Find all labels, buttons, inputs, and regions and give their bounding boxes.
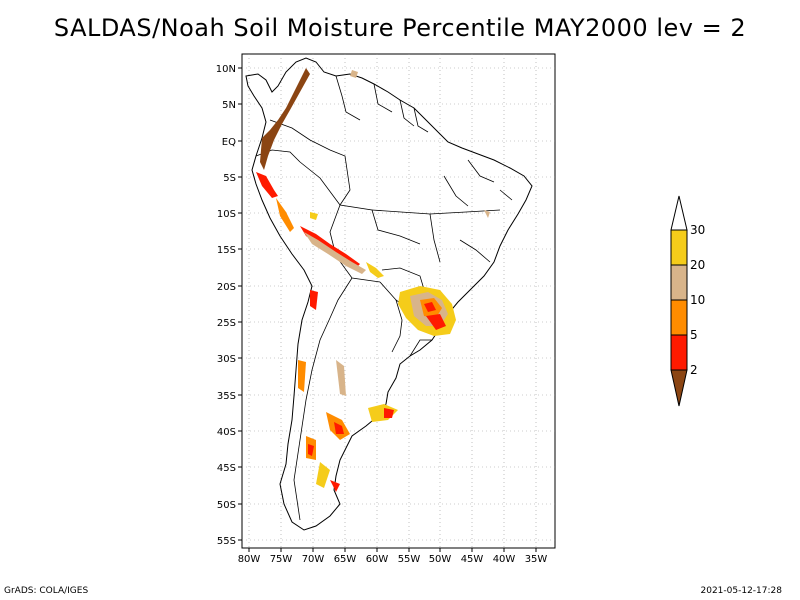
lon-label: 65W [334, 554, 357, 565]
lat-label: 30S [217, 354, 236, 365]
legend-label: 20 [690, 258, 705, 272]
footer-credit: GrADS: COLA/IGES [4, 586, 89, 596]
legend-arrow-bottom [670, 369, 688, 407]
legend-bin-20-30 [670, 229, 688, 266]
lon-label: 40W [493, 554, 516, 565]
lat-label: 5N [222, 100, 236, 111]
lat-label: 40S [217, 427, 236, 438]
lat-label: 20S [217, 282, 236, 293]
south-america-outline [245, 57, 533, 531]
lon-label: 80W [238, 554, 261, 565]
lat-label: 10N [216, 64, 236, 75]
latitude-labels: 10N 5N EQ 5S 10S 15S 20S 25S 30S 35S 40S… [216, 64, 236, 547]
lat-label: 15S [217, 245, 236, 256]
lat-label: 35S [217, 391, 236, 402]
lat-label: EQ [222, 137, 236, 148]
lon-label: 55W [398, 554, 421, 565]
legend-label: 10 [690, 293, 705, 307]
legend-bin-10-20 [670, 264, 688, 301]
footer-timestamp: 2021-05-12-17:28 [700, 586, 783, 596]
legend-label: 2 [690, 363, 698, 377]
lat-label: 10S [217, 209, 236, 220]
lon-label: 60W [366, 554, 389, 565]
legend-label: 5 [690, 328, 698, 342]
lat-label: 45S [217, 463, 236, 474]
legend-label: 30 [690, 223, 705, 237]
longitude-labels: 80W 75W 70W 65W 60W 55W 50W 45W 40W 35W [238, 554, 548, 565]
lat-label: 5S [223, 173, 236, 184]
color-legend: 30 20 10 5 2 [670, 195, 705, 407]
lon-label: 70W [302, 554, 325, 565]
andes-band-north [260, 68, 310, 170]
lat-label: 50S [217, 500, 236, 511]
lon-label: 75W [270, 554, 293, 565]
legend-arrow-top [670, 195, 688, 231]
lat-label: 25S [217, 318, 236, 329]
lon-label: 35W [525, 554, 548, 565]
legend-bin-2-5 [670, 334, 688, 371]
legend-bin-5-10 [670, 299, 688, 336]
percentile-shading [256, 68, 490, 492]
lon-label: 45W [461, 554, 484, 565]
tick-marks [238, 67, 537, 552]
lon-label: 50W [429, 554, 452, 565]
map-title: SALDAS/Noah Soil Moisture Percentile MAY… [53, 14, 747, 42]
lat-label: 55S [217, 536, 236, 547]
